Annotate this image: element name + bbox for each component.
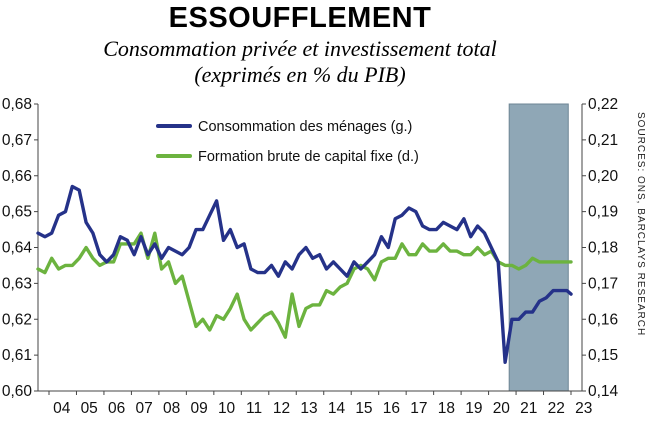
x-tick-label: 20 [493, 400, 511, 417]
x-tick-label: 05 [81, 400, 98, 417]
legend: Consommation des ménages (g.) Formation b… [156, 119, 419, 165]
x-tick-label: 18 [438, 400, 455, 417]
x-tick-label: 09 [190, 400, 207, 417]
right-tick-label: 0,19 [588, 204, 618, 221]
right-tick-label: 0,16 [588, 311, 618, 328]
x-tick-label: 07 [136, 400, 153, 417]
chart-subtitle-line-1: Consommation privée et investissement to… [103, 36, 497, 61]
left-tick-label: 0,67 [2, 132, 32, 149]
right-tick-label: 0,21 [588, 132, 618, 149]
x-tick-label: 12 [273, 400, 290, 417]
x-tick-label: 17 [410, 400, 427, 417]
right-tick-label: 0,18 [588, 240, 618, 257]
right-tick-label: 0,20 [588, 168, 619, 185]
x-tick-label: 15 [355, 400, 372, 417]
source-note: SOURCES: ONS, BARCLAYS RESEARCH [635, 112, 646, 337]
x-tick-label: 19 [465, 400, 482, 417]
left-tick-label: 0,63 [2, 275, 32, 292]
chart-title: ESSOUFFLEMENT [168, 2, 432, 34]
x-tick-label: 21 [520, 400, 537, 417]
x-tick-label: 06 [108, 400, 125, 417]
right-axis-ticks: 0,14 0,15 0,16 0,17 0,18 0,19 0,20 0,21 0,22 [582, 96, 619, 400]
right-tick-label: 0,15 [588, 347, 618, 364]
left-tick-label: 0,64 [2, 240, 33, 257]
x-tick-label: 22 [548, 400, 565, 417]
left-tick-label: 0,60 [2, 383, 33, 400]
series-line-consommation [36, 184, 573, 364]
x-tick-label: 14 [328, 400, 346, 417]
legend-label: Consommation des ménages (g.) [198, 119, 412, 135]
right-tick-label: 0,17 [588, 275, 618, 292]
right-tick-label: 0,14 [588, 383, 619, 400]
forecast-shaded-band [508, 103, 569, 392]
x-tick-label: 16 [383, 400, 400, 417]
x-tick-label: 23 [575, 400, 592, 417]
x-tick-label: 11 [246, 400, 262, 417]
left-axis-ticks: 0,60 0,61 0,62 0,63 0,64 0,65 0,66 0,67 0,68 [2, 96, 38, 400]
x-tick-label: 10 [218, 400, 236, 417]
x-tick-label: 13 [300, 400, 317, 417]
legend-label: Formation brute de capital fixe (d.) [198, 149, 419, 165]
right-tick-label: 0,22 [588, 96, 618, 113]
left-tick-label: 0,65 [2, 204, 32, 221]
left-tick-label: 0,66 [2, 168, 32, 185]
x-tick-label: 04 [53, 400, 71, 417]
left-tick-label: 0,68 [2, 96, 32, 113]
x-axis-ticks: 04 05 06 07 08 09 10 11 12 13 14 15 16 17 18 19 20 21 22 23 [48, 391, 592, 417]
left-tick-label: 0,61 [2, 347, 32, 364]
x-tick-label: 08 [163, 400, 180, 417]
left-tick-label: 0,62 [2, 311, 32, 328]
chart-subtitle-line-2: (exprimés en % du PIB) [194, 62, 406, 87]
